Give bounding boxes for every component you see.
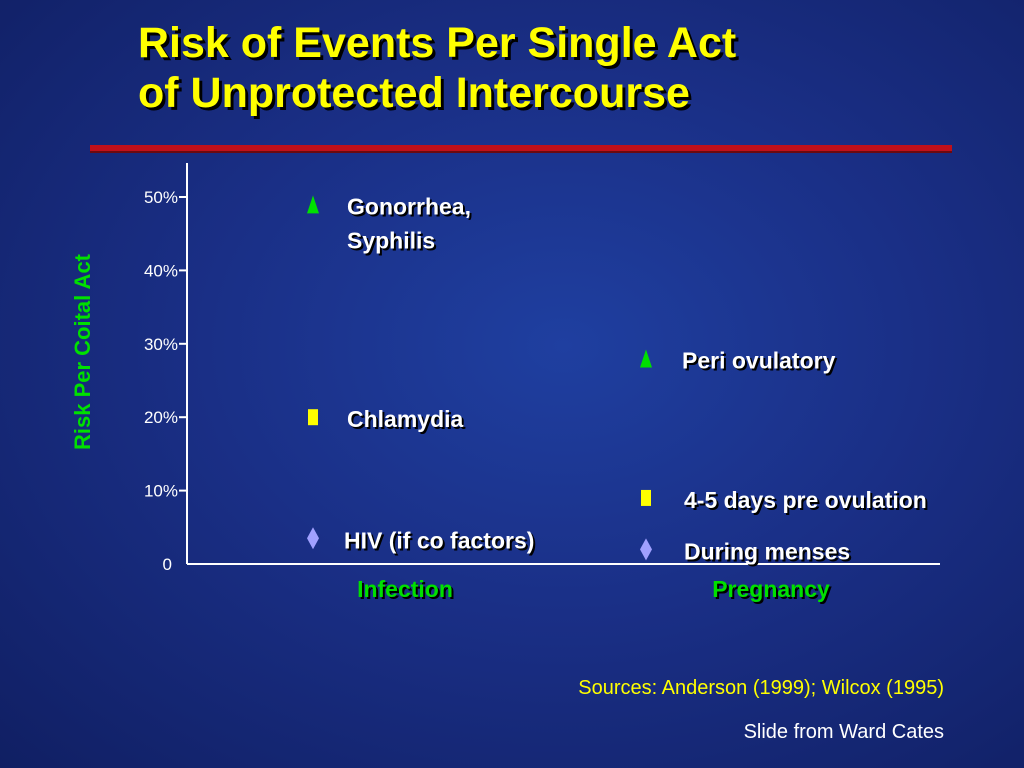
y-tick-label: 0 (163, 555, 172, 574)
y-tick-label: 40% (144, 261, 178, 280)
square-marker (641, 489, 651, 506)
point-label-shadow: HIV (if co factors) (346, 529, 536, 555)
diamond-marker (307, 527, 319, 550)
point-label-shadow: Syphilis (349, 229, 437, 255)
y-tick-label: 50% (144, 188, 178, 207)
y-tick-label: 20% (144, 408, 178, 427)
point-label: Peri ovulatory (682, 347, 836, 373)
square-marker (308, 409, 318, 426)
sources-note: Sources: Anderson (1999); Wilcox (1995) (578, 677, 944, 699)
point-label: HIV (if co factors) (344, 527, 534, 553)
title-divider (90, 145, 952, 151)
point-label-shadow: Peri ovulatory (684, 349, 838, 375)
chart-axes (186, 163, 940, 565)
diamond-marker (640, 538, 652, 561)
category-label: Infection (357, 576, 453, 602)
category-label-shadow: Pregnancy (714, 578, 832, 604)
slide-credit: Slide from Ward Cates (743, 721, 944, 743)
point-label-shadow: During menses (686, 540, 852, 566)
title-line-1: Risk of Events Per Single Act (138, 19, 737, 67)
point-label-shadow: Chlamydia (349, 408, 466, 434)
point-label-shadow: 4-5 days pre ovulation (686, 489, 929, 515)
triangle-marker (307, 195, 319, 214)
point-label: Gonorrhea, (347, 193, 471, 219)
category-label-shadow: Infection (359, 578, 455, 604)
triangle-marker (640, 349, 652, 368)
point-label: Syphilis (347, 227, 435, 253)
y-ticks: 0 10% 20% 30% 40% 50% (144, 188, 187, 574)
point-label: 4-5 days pre ovulation (684, 487, 927, 513)
point-label: During menses (684, 538, 850, 564)
title-line-2: of Unprotected Intercourse (138, 69, 690, 117)
point-label-shadow: Gonorrhea, (349, 195, 473, 221)
point-label: Chlamydia (347, 406, 464, 432)
y-tick-label: 30% (144, 335, 178, 354)
data-points: Gonorrhea,Gonorrhea,SyphilisSyphilisChla… (307, 193, 929, 566)
category-label: Pregnancy (712, 576, 830, 602)
y-tick-label: 10% (144, 482, 178, 501)
slide-title: Risk of Events Per Single Act of Unprote… (138, 18, 998, 118)
